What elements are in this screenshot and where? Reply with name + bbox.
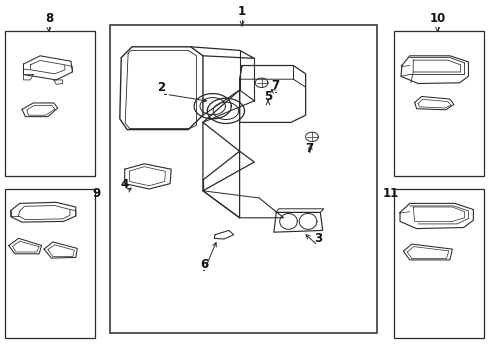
Text: 8: 8 [45, 12, 53, 25]
Text: 7: 7 [271, 79, 279, 92]
Text: 11: 11 [382, 187, 399, 200]
Text: 3: 3 [313, 232, 321, 245]
Bar [110, 25, 376, 333]
Text: 9: 9 [93, 187, 101, 200]
Text: 6: 6 [200, 258, 207, 271]
Text: 5: 5 [264, 90, 271, 103]
Bar [5, 189, 95, 338]
Text: 4: 4 [121, 178, 128, 191]
Text: 10: 10 [428, 12, 445, 25]
Text: 7: 7 [305, 142, 313, 155]
Bar [393, 31, 483, 176]
Bar [5, 31, 95, 176]
Text: 2: 2 [157, 81, 165, 94]
Bar [393, 189, 483, 338]
Text: 1: 1 [238, 5, 245, 18]
